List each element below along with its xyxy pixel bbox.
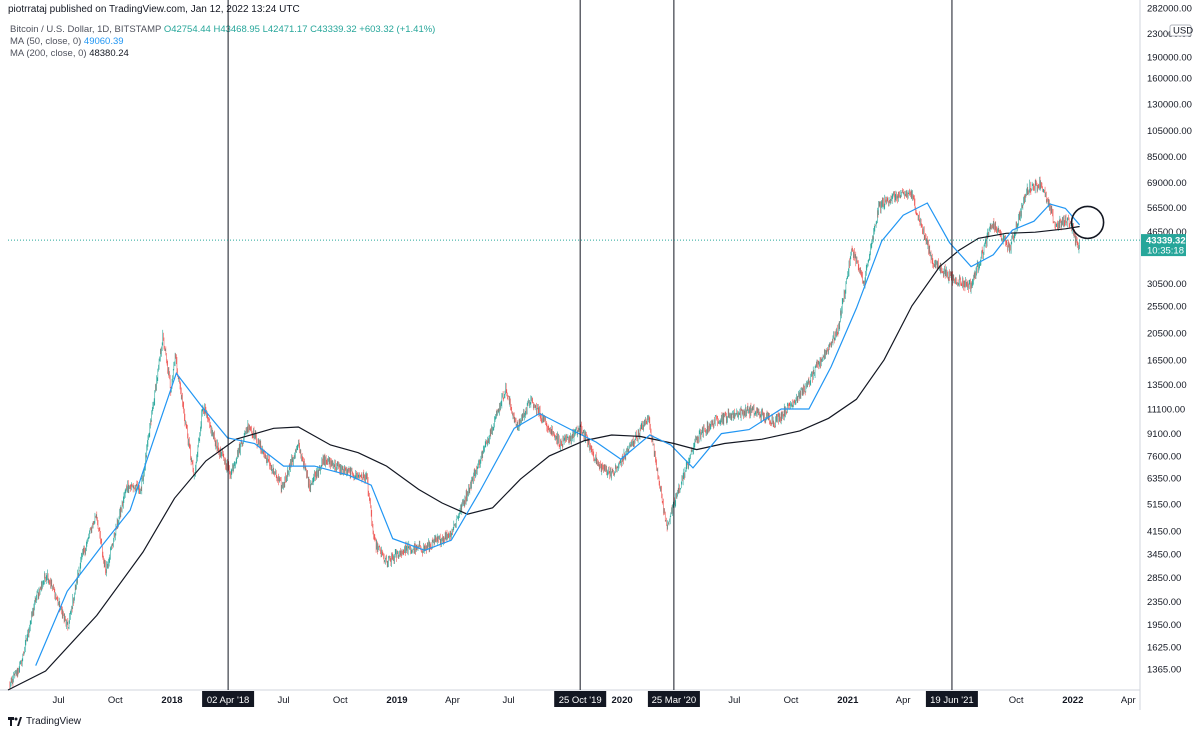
price-tick-label: 130000.00 <box>1147 100 1192 111</box>
price-tick-label: 190000.00 <box>1147 52 1192 63</box>
price-tick-label: 9100.00 <box>1147 429 1181 440</box>
footer-brand-label: TradingView <box>26 716 82 727</box>
price-tick-label: 56500.00 <box>1147 203 1187 214</box>
legend-change: +603.32 (+1.41%) <box>359 24 436 35</box>
marked-date-badge <box>647 691 700 707</box>
countdown-label: 10:35:18 <box>1147 246 1184 257</box>
time-tick-label: Oct <box>784 695 799 706</box>
time-tick-label: Apr <box>445 695 460 706</box>
marked-date-badge <box>925 691 978 707</box>
price-tick-label: 282000.00 <box>1147 4 1192 15</box>
legend-symbol-row: Bitcoin / U.S. Dollar, 1D, BITSTAMP O427… <box>10 24 435 36</box>
price-tick-label: 25500.00 <box>1147 301 1187 312</box>
chart-legend: Bitcoin / U.S. Dollar, 1D, BITSTAMP O427… <box>10 24 435 60</box>
price-tick-label: 2850.00 <box>1147 573 1181 584</box>
time-tick-label: Oct <box>1009 695 1024 706</box>
time-tick-label: Apr <box>1121 695 1136 706</box>
price-tick-label: 11100.00 <box>1147 405 1185 416</box>
ma50-line <box>35 202 1081 666</box>
price-tick-label: 230000.00 <box>1147 29 1192 40</box>
legend-ma50-value: 49060.39 <box>83 36 124 47</box>
time-tick-label: 2022 <box>1062 695 1083 706</box>
price-tick-label: 13500.00 <box>1147 380 1187 391</box>
candles-group <box>9 176 1080 690</box>
legend-symbol: Bitcoin / U.S. Dollar, 1D, BITSTAMP <box>10 24 162 35</box>
price-tick-label: 105000.00 <box>1147 126 1192 137</box>
time-tick-label: 2020 <box>612 695 633 706</box>
ma200-line <box>7 225 1080 691</box>
last-price-label: 43339.32 <box>1146 236 1186 247</box>
last-price-badge <box>1141 234 1186 257</box>
price-tick-label: 69000.00 <box>1147 178 1187 189</box>
price-tick-label: 5150.00 <box>1147 500 1181 511</box>
legend-high: H43468.95 <box>213 24 260 35</box>
time-tick-label: Jul <box>278 695 290 706</box>
legend-low: L42471.17 <box>262 24 308 35</box>
time-tick-label: 2018 <box>161 695 182 706</box>
footer-brand: TradingView <box>8 716 81 727</box>
price-tick-label: 16500.00 <box>1147 355 1187 366</box>
price-tick-label: 160000.00 <box>1147 74 1192 85</box>
marked-date-label: 25 Oct '19 <box>559 695 602 706</box>
price-tick-label: 6350.00 <box>1147 474 1181 485</box>
time-tick-label: Apr <box>896 695 911 706</box>
time-tick-label: Jul <box>728 695 740 706</box>
time-tick-label: Jul <box>503 695 515 706</box>
legend-ma200-value: 48380.24 <box>89 48 129 59</box>
marked-date-label: 02 Apr '18 <box>207 695 250 706</box>
publisher-line: piotrrataj published on TradingView.com,… <box>8 4 300 15</box>
time-tick-label: Oct <box>108 695 123 706</box>
time-tick-label: Jul <box>53 695 65 706</box>
price-tick-label: 2350.00 <box>1147 597 1181 608</box>
price-tick-label: 85000.00 <box>1147 152 1187 163</box>
price-tick-label: 4150.00 <box>1147 526 1181 537</box>
price-tick-label: 1950.00 <box>1147 620 1181 631</box>
legend-ma200-row: MA (200, close, 0) 48380.24 <box>10 48 435 60</box>
price-tick-label: 1625.00 <box>1147 643 1181 654</box>
axis-unit-box <box>1169 24 1192 37</box>
time-tick-label: Oct <box>333 695 348 706</box>
price-tick-label: 3450.00 <box>1147 549 1181 560</box>
legend-ma50-label: MA (50, close, 0) <box>10 36 82 47</box>
marked-date-label: 25 Mar '20 <box>652 695 697 706</box>
highlight-circle <box>1070 205 1105 240</box>
marked-date-badge <box>554 691 607 707</box>
price-tick-label: 30500.00 <box>1147 279 1187 290</box>
price-tick-label: 20500.00 <box>1147 328 1187 339</box>
legend-open: O42754.44 <box>163 24 211 35</box>
time-tick-label: 2019 <box>386 695 407 706</box>
legend-close: C43339.32 <box>310 24 357 35</box>
legend-ma200-label: MA (200, close, 0) <box>10 48 87 59</box>
tradingview-logo-icon <box>8 717 22 726</box>
price-tick-label: 1365.00 <box>1147 664 1181 675</box>
price-tick-label: 46500.00 <box>1147 227 1187 238</box>
legend-ma50-row: MA (50, close, 0) 49060.39 <box>10 36 435 48</box>
price-tick-label: 7600.00 <box>1147 451 1181 462</box>
marked-date-label: 19 Jun '21 <box>930 695 974 706</box>
marked-date-badge <box>202 691 255 707</box>
axis-unit-label: USD <box>1173 26 1193 37</box>
time-tick-label: 2021 <box>837 695 859 706</box>
